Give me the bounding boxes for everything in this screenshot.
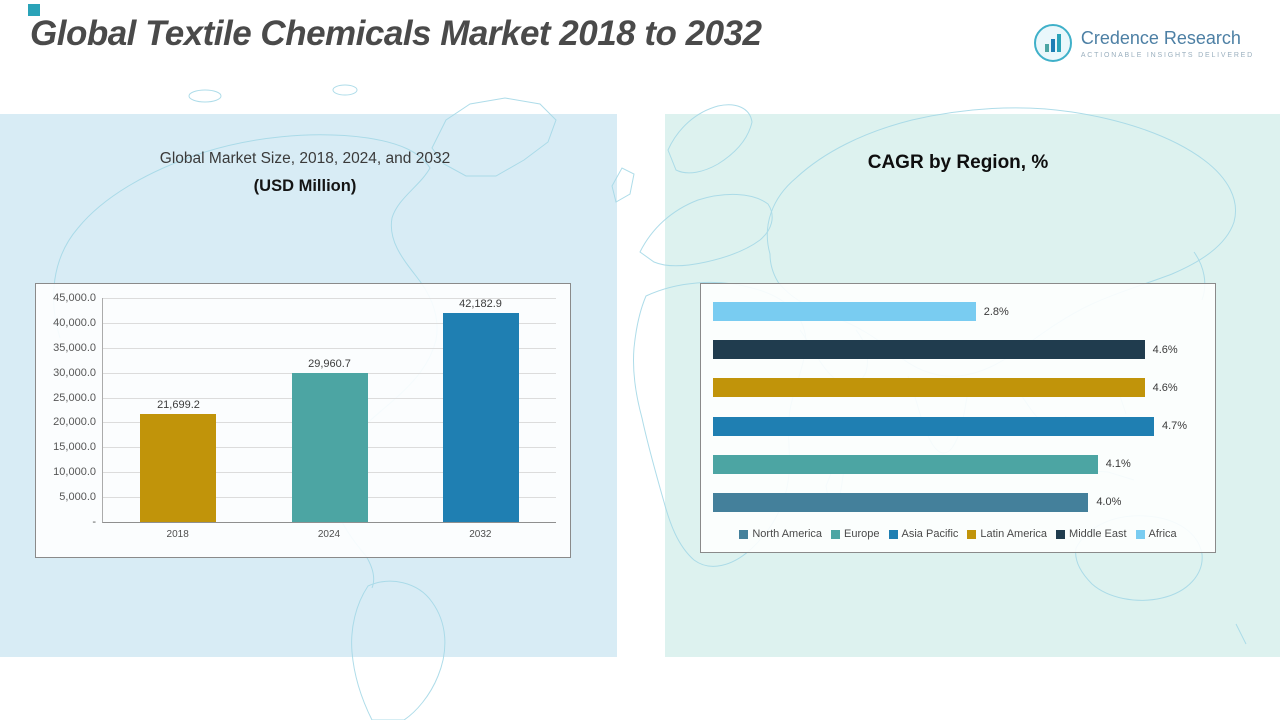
legend-swatch <box>739 529 749 539</box>
legend-item-asia-pacific: Asia Pacific <box>888 528 959 540</box>
page-title: Global Textile Chemicals Market 2018 to … <box>30 14 762 53</box>
x-tick-label: 2018 <box>166 529 189 540</box>
legend-item-africa: Africa <box>1135 528 1177 540</box>
logo-bar <box>1044 44 1049 52</box>
bar <box>442 313 519 522</box>
market-size-chart: 45,000.0 40,000.0 35,000.0 30,000.0 25,000.0… <box>35 283 571 558</box>
bar-column-2032: 42,182.9 <box>442 298 519 522</box>
cagr-row-Asia Pacific: 4.7% <box>713 416 1203 436</box>
cagr-bar <box>713 302 976 321</box>
legend-item-latin-america: Latin America <box>967 528 1047 540</box>
cagr-bar <box>713 378 1145 398</box>
cagr-legend: North America Europe Asia Pacific Latin Ame… <box>713 522 1203 546</box>
cagr-value-label: 4.7% <box>1162 420 1188 433</box>
legend-item-north-america: North America <box>739 528 822 540</box>
market-size-chart-title-line1: Global Market Size, 2018, 2024, and 2032 <box>159 150 451 167</box>
cagr-bar <box>713 340 1145 360</box>
cagr-value-label: 4.6% <box>1152 343 1178 356</box>
cagr-chart-title: CAGR by Region, % <box>867 152 1049 173</box>
y-tick-label: - <box>92 516 96 528</box>
bar-value-label: 21,699.2 <box>157 399 200 411</box>
market-chart-plot: 21,699.2 29,960.7 42,182.9 <box>102 298 556 523</box>
corner-accent-square <box>28 4 40 16</box>
legend-label: Latin America <box>980 528 1048 540</box>
cagr-value-label: 4.1% <box>1105 458 1131 471</box>
legend-label: North America <box>752 528 823 540</box>
legend-swatch <box>888 529 898 539</box>
bar-value-label: 29,960.7 <box>308 357 351 370</box>
cagr-row-Middle East: 4.6% <box>713 340 1203 360</box>
cagr-value-label: 4.6% <box>1152 381 1178 394</box>
cagr-chart-rows: 2.8% 4.6% 4.6% 4.7% 4.1% 4.0% <box>713 300 1203 522</box>
market-chart-plot-wrap: 21,699.2 29,960.7 42,182.9 2018 2024 2032 <box>102 298 556 551</box>
cagr-chart: 2.8% 4.6% 4.6% 4.7% 4.1% 4.0% North America Eu… <box>700 283 1216 553</box>
market-chart-y-axis: 45,000.0 40,000.0 35,000.0 30,000.0 25,000.0… <box>42 292 102 528</box>
legend-swatch <box>1135 529 1145 539</box>
legend-item-europe: Europe <box>831 528 880 540</box>
cagr-bar <box>713 416 1154 436</box>
cagr-row-North America: 4.0% <box>713 492 1203 512</box>
legend-item-middle-east: Middle East <box>1056 528 1127 540</box>
bar-chart-logo-icon <box>1033 24 1072 62</box>
logo-name: Credence Research <box>1080 27 1241 48</box>
legend-label: Middle East <box>1069 528 1127 540</box>
market-chart-x-axis: 2018 2024 2032 <box>102 523 556 545</box>
y-tick-label: 10,000.0 <box>53 466 96 479</box>
legend-label: Europe <box>844 528 880 540</box>
cagr-bar <box>713 454 1098 474</box>
legend-swatch <box>967 529 977 539</box>
y-tick-label: 45,000.0 <box>53 292 96 304</box>
logo-tagline: Actionable Insights Delivered <box>1080 51 1254 59</box>
cagr-bar <box>713 492 1089 512</box>
y-tick-label: 15,000.0 <box>53 441 96 454</box>
y-tick-label: 5,000.0 <box>59 491 96 504</box>
market-size-chart-unit-label: (USD Million) <box>253 177 357 195</box>
legend-label: Africa <box>1148 528 1177 540</box>
bar-value-label: 42,182.9 <box>459 298 502 310</box>
logo-bar <box>1050 39 1055 52</box>
cagr-row-Europe: 4.1% <box>713 454 1203 474</box>
bar-column-2024: 29,960.7 <box>291 298 368 522</box>
logo-bar <box>1056 34 1061 52</box>
cagr-row-Africa: 2.8% <box>713 302 1203 321</box>
x-tick-label: 2024 <box>317 529 341 540</box>
bar-column-2018: 21,699.2 <box>140 298 217 522</box>
market-size-chart-title: Global Market Size, 2018, 2024, and 2032… <box>60 150 550 196</box>
cagr-value-label: 2.8% <box>983 305 1009 318</box>
cagr-row-Latin America: 4.6% <box>713 378 1203 398</box>
legend-swatch <box>1056 529 1066 539</box>
cagr-value-label: 4.0% <box>1096 496 1122 509</box>
credence-research-logo: Credence Research Actionable Insights De… <box>1033 24 1254 62</box>
x-tick-label: 2032 <box>469 529 492 540</box>
y-tick-label: 20,000.0 <box>53 416 96 429</box>
y-tick-label: 30,000.0 <box>53 366 96 379</box>
bar <box>291 372 368 522</box>
legend-swatch <box>831 529 841 539</box>
logo-text-block: Credence Research Actionable Insights De… <box>1081 28 1254 59</box>
bar <box>140 414 217 522</box>
y-tick-label: 35,000.0 <box>53 341 96 354</box>
y-tick-label: 25,000.0 <box>53 391 96 404</box>
y-tick-label: 40,000.0 <box>53 316 96 329</box>
legend-label: Asia Pacific <box>901 528 959 540</box>
